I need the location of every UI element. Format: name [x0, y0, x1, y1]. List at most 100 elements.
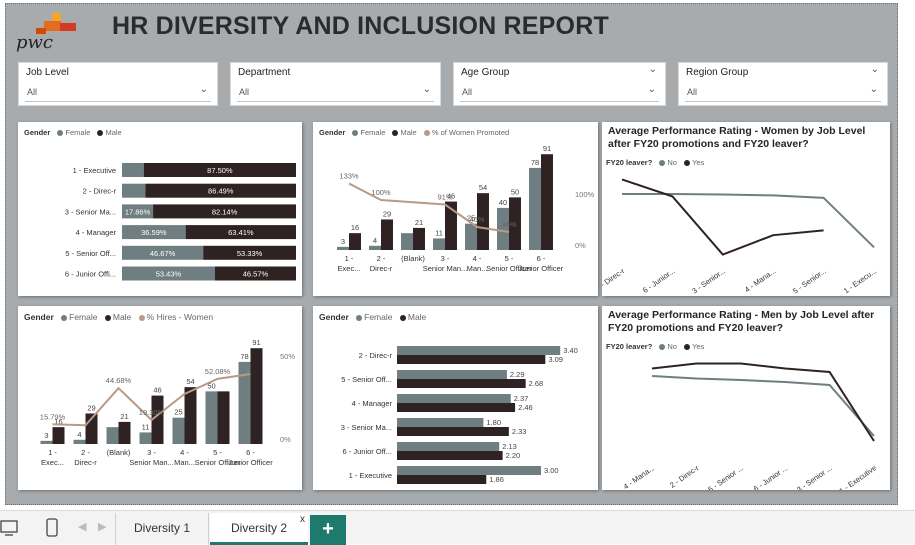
slicer-department[interactable]: Department All ⌄	[230, 62, 441, 106]
legend-female-swatch	[61, 315, 68, 321]
legend-item-no[interactable]: No	[667, 342, 677, 351]
chart-legend: Gender Female Male % Hires - Women	[24, 312, 213, 322]
chevron-down-icon[interactable]: ⌄	[422, 84, 431, 95]
legend-item-no[interactable]: No	[667, 158, 677, 167]
chart-women-promoted[interactable]: Gender Female Male % of Women Promoted 3…	[313, 122, 598, 296]
slicer-age-group[interactable]: Age Group ⌄ All ⌄	[453, 62, 666, 106]
data-label-male: 16	[54, 417, 62, 426]
data-label-male: 21	[120, 412, 128, 421]
column-female	[337, 246, 349, 250]
legend-item-yes[interactable]: Yes	[692, 342, 705, 351]
bar-male	[397, 355, 546, 364]
slicer-job-level[interactable]: Job Level All ⌄	[18, 62, 218, 106]
legend-item-male[interactable]: Male	[112, 312, 132, 322]
category-label: Exec...	[41, 458, 64, 467]
column-female	[369, 245, 381, 250]
bar-female	[397, 442, 500, 451]
mobile-layout-icon[interactable]	[45, 517, 59, 539]
desktop-layout-icon[interactable]	[0, 519, 22, 537]
tab-label: Diversity 1	[133, 521, 190, 535]
data-label-female: 4	[77, 430, 81, 439]
column-male	[250, 348, 263, 444]
data-label-female: 17.86%	[125, 207, 151, 216]
pwc-logo: pwc	[16, 10, 76, 56]
slicer-dropdown[interactable]: All ⌄	[685, 84, 881, 102]
slicer-value: All	[27, 87, 38, 97]
chart-perf-women[interactable]: Average Performance Rating - Women by Jo…	[602, 122, 890, 296]
data-label-female: 3	[44, 431, 48, 440]
bar-female	[122, 204, 154, 219]
chevron-down-icon[interactable]: ⌄	[647, 84, 656, 95]
data-label-female: 3.40	[563, 346, 578, 355]
slicer-value: All	[462, 87, 473, 97]
y2-tick-label: 0%	[575, 241, 586, 250]
chart-plot: 3 16 1 -Exec... 4 29 2 -Direc-r 21 (Blank) 11 46 3…	[337, 144, 595, 273]
column-female	[139, 432, 152, 444]
slicer-region-group[interactable]: Region Group ⌄ All ⌄	[678, 62, 888, 106]
add-page-button[interactable]: +	[310, 515, 346, 545]
line-data-label: 46%	[469, 215, 484, 224]
chevron-down-icon[interactable]: ⌄	[648, 64, 657, 75]
bar-female	[397, 466, 541, 475]
category-label: 4 -	[473, 254, 482, 263]
category-label: 2 -	[377, 254, 386, 263]
tab-diversity-1[interactable]: Diversity 1	[115, 513, 209, 545]
chart-women-hires[interactable]: Gender Female Male % Hires - Women 3 16 1 …	[18, 306, 302, 490]
close-tab-icon[interactable]: x	[300, 514, 305, 525]
legend-item-women-promoted[interactable]: % of Women Promoted	[431, 128, 510, 137]
category-label: (Blank)	[401, 254, 425, 263]
data-label-female: 1.80	[486, 418, 501, 427]
line-data-label: 52.08%	[205, 367, 231, 376]
data-label-male: 16	[351, 223, 359, 232]
legend-female-swatch	[352, 130, 359, 136]
legend-item-hires-women[interactable]: % Hires - Women	[146, 312, 214, 322]
bar-male	[397, 427, 509, 436]
category-label: 3 - Senior Ma...	[65, 207, 116, 216]
slicer-dropdown[interactable]: All ⌄	[460, 84, 659, 102]
chevron-down-icon[interactable]: ⌄	[199, 84, 208, 95]
legend-male-swatch	[104, 315, 111, 321]
column-female	[40, 440, 53, 444]
legend-item-female[interactable]: Female	[360, 128, 386, 137]
column-male	[509, 197, 521, 250]
legend-item-male[interactable]: Male	[400, 128, 417, 137]
category-label: Man...	[174, 458, 195, 467]
legend-yes-swatch	[684, 160, 691, 166]
next-page-icon[interactable]: ▶	[98, 521, 107, 533]
chart-perf-men[interactable]: Average Performance Rating - Men by Job …	[602, 306, 890, 490]
data-label-male: 86.49%	[208, 187, 234, 196]
legend-item-yes[interactable]: Yes	[692, 158, 705, 167]
data-label-female: 3.00	[544, 466, 559, 475]
chart-gender-by-job-level[interactable]: Gender Female Male 1 - Executive 87.50% 2 …	[18, 122, 302, 296]
bar-male	[397, 403, 516, 412]
legend-item-female[interactable]: Female	[69, 312, 98, 322]
legend-item-female[interactable]: Female	[364, 312, 393, 322]
line-data-label: 15.79%	[40, 412, 66, 421]
category-label: 2 - Direc-r	[602, 266, 627, 293]
line-series-yes	[621, 178, 824, 256]
slicer-dropdown[interactable]: All ⌄	[237, 84, 434, 102]
category-label: 4 - Mana...	[743, 266, 778, 294]
y2-tick-label: 50%	[280, 352, 295, 361]
legend-item-male[interactable]: Male	[407, 312, 427, 322]
column-female	[465, 223, 477, 250]
legend-item-male[interactable]: Male	[105, 128, 122, 137]
previous-page-icon[interactable]: ◀	[78, 521, 87, 533]
category-label: 2 -	[81, 448, 90, 457]
chevron-down-icon[interactable]: ⌄	[869, 84, 878, 95]
column-female	[172, 417, 185, 444]
chart-perf-by-gender[interactable]: Gender Female Male 2 - Direc-r 3.40 3.09 5 …	[313, 306, 598, 490]
report-canvas: pwc HR DIVERSITY AND INCLUSION REPORT Jo…	[5, 3, 898, 505]
data-label-male: 53.33%	[237, 249, 263, 258]
y2-tick-label: 100%	[575, 190, 595, 199]
bar-male	[214, 266, 296, 281]
data-label-male: 91	[252, 338, 260, 347]
slicer-dropdown[interactable]: All ⌄	[25, 84, 211, 102]
chevron-down-icon[interactable]: ⌄	[870, 64, 879, 75]
legend-item-female[interactable]: Female	[65, 128, 91, 137]
tab-diversity-2[interactable]: Diversity 2 x	[210, 513, 308, 545]
category-label: 6 - Junior ...	[752, 463, 790, 490]
legend-title: Gender	[319, 128, 346, 137]
column-male	[52, 427, 65, 444]
legend-title: Gender	[24, 128, 51, 137]
